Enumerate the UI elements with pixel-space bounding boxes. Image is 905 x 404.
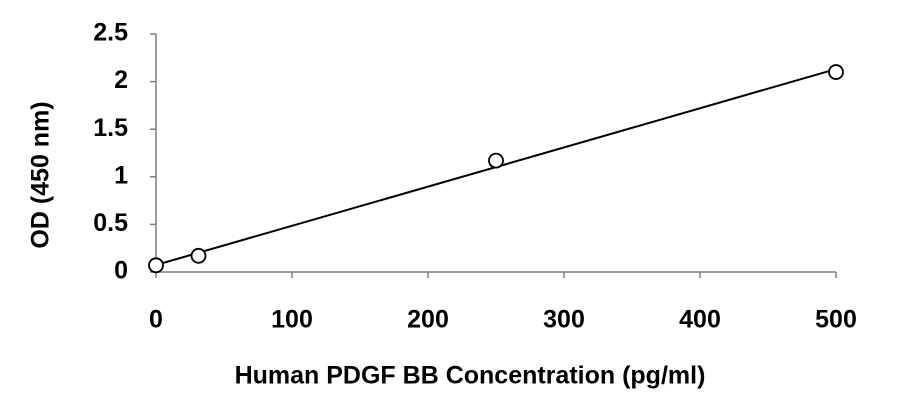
x-tick-label: 0: [149, 306, 163, 334]
y-tick-label: 1: [114, 161, 128, 189]
data-point: [828, 64, 844, 80]
y-tick-label: 0.5: [93, 209, 128, 237]
x-tick-label: 100: [271, 306, 313, 334]
x-tick-label: 500: [815, 306, 857, 334]
x-tick-label: 400: [679, 306, 721, 334]
y-axis-label: OD (450 nm): [27, 101, 55, 248]
x-tick-label: 300: [543, 306, 585, 334]
data-point: [148, 257, 164, 274]
y-tick-label: 0: [114, 257, 128, 285]
y-tick-label: 1.5: [93, 114, 128, 142]
data-point: [190, 247, 207, 264]
y-tick-label: 2.5: [93, 19, 128, 47]
x-tick-label: 200: [407, 306, 449, 334]
data-point: [488, 152, 504, 169]
x-axis-label: Human PDGF BB Concentration (pg/ml): [235, 362, 706, 390]
y-tick-label: 2: [114, 66, 128, 94]
